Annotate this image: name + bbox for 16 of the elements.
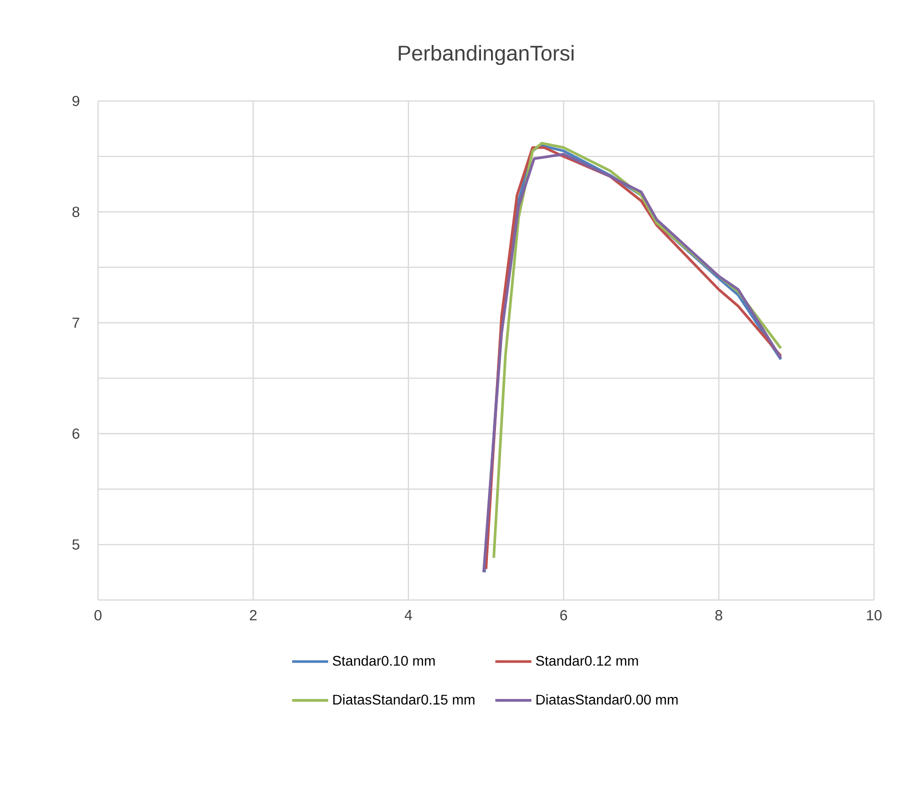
legend-label: DiatasStandar0.15 mm [333, 694, 474, 705]
legend-label: DiatasStandar0.00 mm [536, 694, 678, 705]
x-tick-label: 6 [560, 610, 568, 620]
x-tick-label: 2 [250, 610, 257, 620]
x-tick-label: 0 [94, 610, 102, 620]
y-tick-label: 7 [72, 318, 80, 328]
y-tick-label: 6 [72, 428, 80, 439]
legend-label: Standar0.10 mm [332, 655, 435, 666]
x-tick-label: 8 [715, 610, 722, 620]
y-tick-label: 8 [72, 206, 80, 218]
chart-title: PerbandinganTorsi [398, 45, 574, 65]
x-tick-label: 10 [866, 610, 882, 620]
y-tick-label: 9 [72, 96, 80, 106]
x-tick-label: 4 [404, 610, 412, 620]
y-tick-label: 5 [72, 539, 80, 550]
legend-label: Standar0.12 mm [536, 655, 638, 666]
